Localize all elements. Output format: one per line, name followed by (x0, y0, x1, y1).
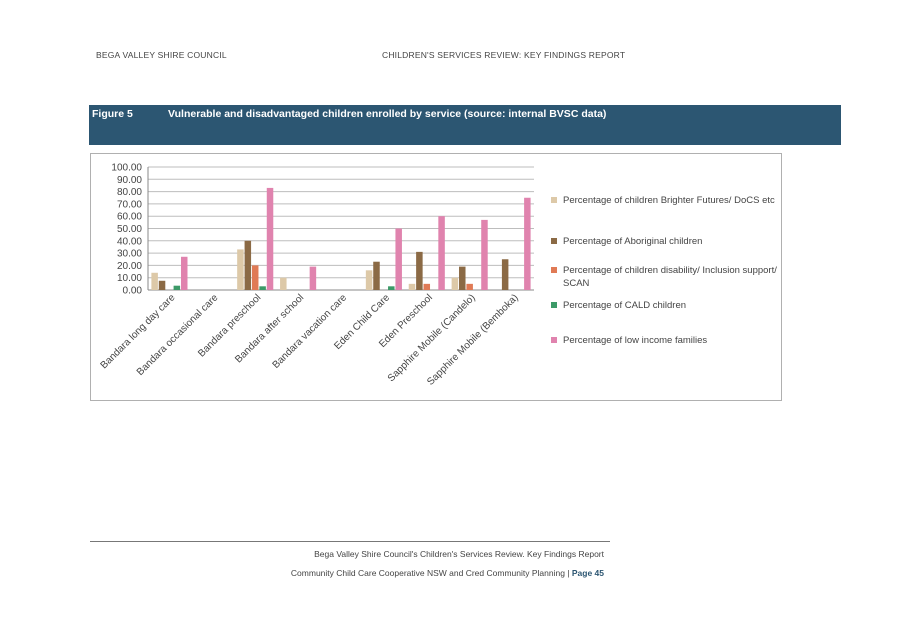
legend-label: Percentage of low income families (563, 335, 708, 346)
bar (365, 270, 373, 290)
bar (173, 285, 181, 290)
bar (408, 283, 416, 290)
y-tick-label: 60.00 (117, 212, 142, 223)
y-tick-label: 40.00 (117, 236, 142, 247)
x-tick-label: Bandara vacation care (271, 292, 350, 371)
legend-item: Percentage of children disability/ Inclu… (551, 264, 788, 290)
bar (158, 280, 166, 290)
bar (180, 256, 188, 290)
legend-swatch (551, 197, 557, 203)
y-tick-label: 80.00 (117, 187, 142, 198)
bar (280, 277, 287, 290)
bar (524, 197, 531, 290)
bar (459, 266, 466, 290)
figure-title: Vulnerable and disadvantaged children en… (168, 108, 607, 120)
bar (151, 272, 158, 290)
y-tick-label: 10.00 (117, 273, 142, 284)
legend-item: Percentage of CALD children (551, 299, 788, 312)
y-tick-label: 0.00 (123, 286, 143, 297)
x-tick-label: Bandara occasional care (135, 292, 221, 378)
legend-label: Percentage of children disability/ Inclu… (563, 265, 777, 289)
bar (309, 266, 317, 290)
bar (259, 286, 266, 290)
legend-swatch (551, 337, 557, 343)
bar (373, 261, 380, 290)
page-number: Page 45 (571, 568, 604, 578)
y-tick-label: 90.00 (117, 175, 142, 186)
bar (438, 216, 445, 290)
running-header-right: CHILDREN'S SERVICES REVIEW: KEY FINDINGS… (382, 50, 626, 60)
y-tick-label: 30.00 (117, 249, 142, 260)
bar (466, 283, 473, 290)
y-tick-label: 100.00 (111, 163, 142, 174)
bar (451, 277, 459, 290)
bar (395, 228, 402, 290)
figure-caption-bar: Figure 5 Vulnerable and disadvantaged ch… (89, 105, 841, 145)
bar (501, 259, 509, 290)
bar (481, 219, 488, 290)
bar (423, 283, 431, 290)
bar (416, 251, 423, 290)
x-tick-label: Bandara long day care (99, 292, 178, 371)
legend-swatch (551, 238, 557, 244)
y-tick-label: 20.00 (117, 261, 142, 272)
running-header-left: BEGA VALLEY SHIRE COUNCIL (96, 50, 227, 60)
bar (266, 187, 274, 290)
bar (237, 249, 244, 290)
legend-swatch (551, 302, 557, 308)
y-tick-label: 50.00 (117, 224, 142, 235)
x-tick-label: Sapphire Mobile (Candelo) (386, 292, 478, 384)
legend-item: Percentage of Aboriginal children (551, 235, 788, 248)
bar (244, 240, 252, 290)
legend-item: Percentage of children Brighter Futures/… (551, 194, 788, 207)
legend-label: Percentage of children Brighter Futures/… (563, 195, 775, 206)
legend-swatch (551, 267, 557, 273)
legend-item: Percentage of low income families (551, 334, 788, 347)
bar (251, 265, 259, 290)
figure-number: Figure 5 (92, 108, 133, 120)
legend-label: Percentage of CALD children (563, 300, 687, 311)
chart-container: 100.00 90.00 80.00 70.00 60.00 50.00 40.00 30.0… (90, 153, 782, 401)
footer-line-2: Community Child Care Cooperative NSW and… (291, 568, 604, 578)
legend-label: Percentage of Aboriginal children (563, 236, 703, 247)
bar (388, 286, 395, 290)
footer-credit: Community Child Care Cooperative NSW and… (290, 568, 572, 578)
footer-line-1: Bega Valley Shire Council's Children's S… (314, 549, 604, 559)
footer-rule (90, 541, 610, 542)
y-tick-label: 70.00 (117, 199, 142, 210)
x-tick-label: Sapphire Mobile (Bemboka) (425, 292, 520, 387)
